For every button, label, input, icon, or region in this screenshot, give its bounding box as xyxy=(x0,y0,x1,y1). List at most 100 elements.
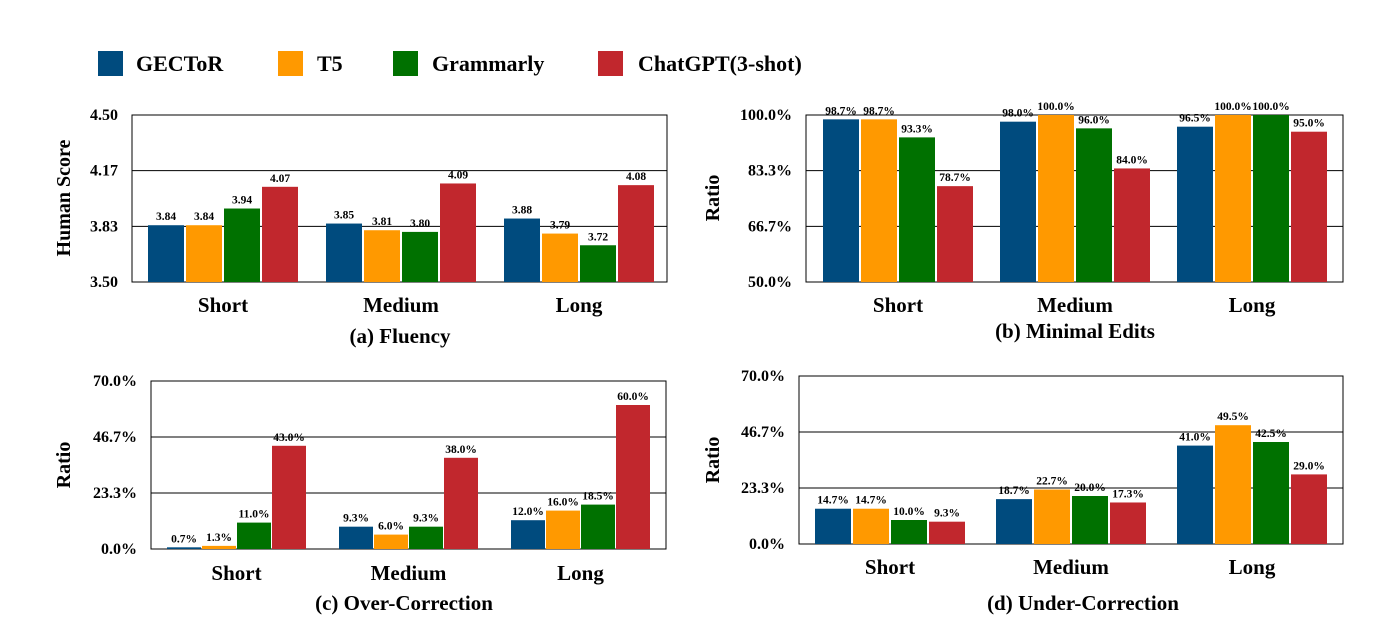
data-label: 100.0% xyxy=(1252,101,1289,113)
panel-under-correction: 0.0% 23.3% 46.7% 70.0% 14.7% 18.7% 41.0% 14.7% 2… xyxy=(702,368,1344,615)
plot-frame xyxy=(798,375,1344,545)
category-label-short: Short xyxy=(865,555,915,579)
bar-chatgpt-3-shot-long xyxy=(618,185,654,282)
category-label-long: Long xyxy=(557,561,604,585)
panel-title: (b) Minimal Edits xyxy=(995,319,1155,343)
y-tick-label: 0.0% xyxy=(749,536,785,553)
bar-t5-long xyxy=(542,233,578,282)
bar-grammarly-medium xyxy=(1076,128,1112,282)
bar-chatgpt-3-shot-long xyxy=(1291,131,1327,282)
y-tick-label: 83.3% xyxy=(748,163,792,180)
data-label: 14.7% xyxy=(817,495,849,507)
bar-chatgpt-3-shot-short xyxy=(937,186,973,282)
bar-grammarly-medium xyxy=(402,231,438,282)
data-label: 17.3% xyxy=(1112,488,1144,500)
category-label-short: Short xyxy=(198,293,248,317)
bar-grammarly-short xyxy=(224,208,260,282)
data-label: 6.0% xyxy=(378,521,404,533)
bar-gector-short xyxy=(815,508,851,544)
data-label: 100.0% xyxy=(1037,101,1074,113)
panel-fluency: 3.50 3.83 4.17 4.50 3.84 3.85 3.88 3.84 3.81 3.79… xyxy=(53,107,668,348)
bar-gector-medium xyxy=(996,499,1032,544)
legend-swatch-gector xyxy=(98,51,123,76)
data-label: 9.3% xyxy=(934,508,960,520)
data-label: 18.7% xyxy=(998,485,1030,497)
category-label-short: Short xyxy=(873,293,923,317)
category-label-medium: Medium xyxy=(1037,293,1113,317)
y-axis-label: Ratio xyxy=(702,437,724,484)
y-tick-label: 70.0% xyxy=(741,368,785,385)
data-label: 20.0% xyxy=(1074,482,1106,494)
y-tick-label: 3.83 xyxy=(90,218,118,235)
data-label: 4.09 xyxy=(448,169,468,181)
bar-gector-medium xyxy=(1000,121,1036,283)
legend-label-chatgpt-3-shot: ChatGPT(3-shot) xyxy=(638,51,802,76)
panel-minimal-edits: 50.0% 66.7% 83.3% 100.0% 98.7% 98.0% 96.5% 98.7… xyxy=(702,101,1344,343)
bar-chatgpt-3-shot-long xyxy=(616,405,650,549)
y-tick-label: 4.50 xyxy=(90,107,118,124)
y-tick-label: 46.7% xyxy=(93,429,137,446)
bar-t5-long xyxy=(1215,115,1251,282)
data-label: 42.5% xyxy=(1255,428,1287,440)
legend-swatch-t5 xyxy=(278,51,303,76)
data-label: 100.0% xyxy=(1214,101,1251,113)
bar-grammarly-short xyxy=(899,137,935,282)
data-label: 38.0% xyxy=(445,444,477,456)
y-axis-label: Human Score xyxy=(53,139,75,256)
data-label: 49.5% xyxy=(1217,411,1249,423)
bar-chatgpt-3-shot-long xyxy=(1291,474,1327,544)
data-label: 29.0% xyxy=(1293,460,1325,472)
data-label: 3.79 xyxy=(550,220,570,232)
data-label: 4.08 xyxy=(626,171,646,183)
legend-label-t5: T5 xyxy=(317,51,343,76)
legend-label-gector: GECToR xyxy=(136,51,224,76)
y-tick-label: 4.17 xyxy=(90,163,118,180)
data-label: 9.3% xyxy=(413,513,439,525)
data-label: 14.7% xyxy=(855,495,887,507)
y-tick-label: 0.0% xyxy=(101,541,137,558)
legend-swatch-grammarly xyxy=(393,51,418,76)
data-label: 78.7% xyxy=(939,172,971,184)
bar-t5-medium xyxy=(364,230,400,282)
bar-gector-long xyxy=(1177,445,1213,544)
category-label-long: Long xyxy=(556,293,603,317)
bar-gector-short xyxy=(148,225,184,282)
data-label: 12.0% xyxy=(512,506,544,518)
bar-grammarly-long xyxy=(581,504,615,549)
panel-title: (a) Fluency xyxy=(350,324,451,348)
category-label-medium: Medium xyxy=(1033,555,1109,579)
data-label: 41.0% xyxy=(1179,432,1211,444)
data-label: 1.3% xyxy=(206,532,232,544)
data-label: 3.80 xyxy=(410,218,430,230)
data-label: 16.0% xyxy=(547,497,579,509)
data-label: 95.0% xyxy=(1293,118,1325,130)
bar-gector-long xyxy=(511,520,545,549)
bar-chatgpt-3-shot-short xyxy=(929,521,965,544)
y-tick-label: 50.0% xyxy=(748,274,792,291)
category-label-medium: Medium xyxy=(371,561,447,585)
bar-grammarly-medium xyxy=(1072,496,1108,544)
data-label: 11.0% xyxy=(239,509,270,521)
y-tick-label: 23.3% xyxy=(741,480,785,497)
data-label: 84.0% xyxy=(1116,154,1148,166)
data-label: 3.88 xyxy=(512,205,532,217)
bar-chatgpt-3-shot-short xyxy=(272,445,306,549)
bar-t5-medium xyxy=(374,534,408,549)
bar-chatgpt-3-shot-medium xyxy=(1110,502,1146,544)
data-label: 10.0% xyxy=(893,506,925,518)
y-axis-label: Ratio xyxy=(702,175,724,222)
data-label: 18.5% xyxy=(582,491,614,503)
legend-label-grammarly: Grammarly xyxy=(432,51,544,76)
y-tick-label: 23.3% xyxy=(93,485,137,502)
bar-grammarly-short xyxy=(891,520,927,544)
bar-chatgpt-3-shot-medium xyxy=(440,183,476,282)
bar-chatgpt-3-shot-medium xyxy=(1114,168,1150,282)
bar-gector-medium xyxy=(339,526,373,549)
y-tick-label: 70.0% xyxy=(93,373,137,390)
data-label: 3.94 xyxy=(232,195,252,207)
bar-grammarly-long xyxy=(580,245,616,282)
data-label: 3.84 xyxy=(194,211,214,223)
category-label-short: Short xyxy=(211,561,261,585)
bar-t5-short xyxy=(861,119,897,282)
